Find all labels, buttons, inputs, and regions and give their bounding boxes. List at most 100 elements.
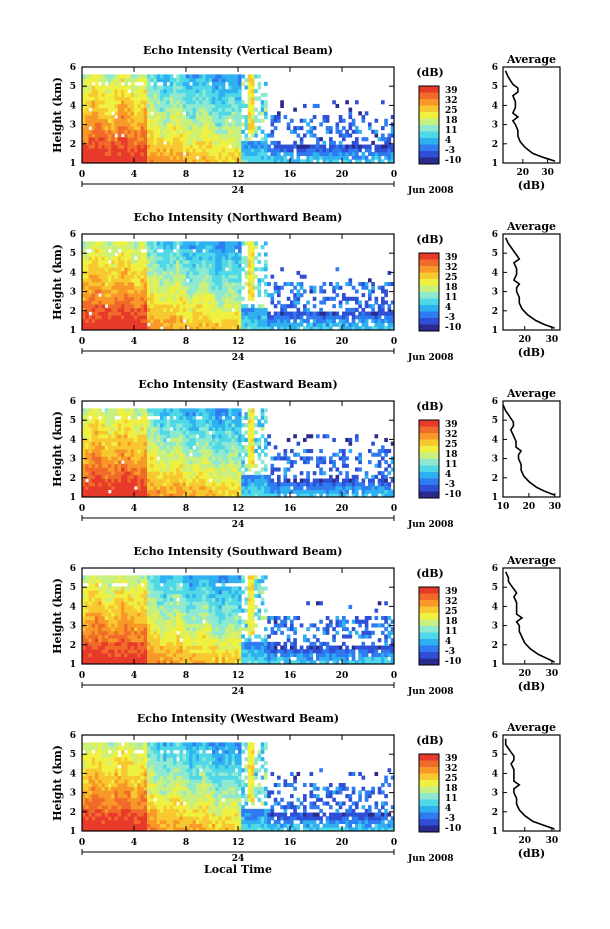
- heatmap-cell: [114, 85, 119, 90]
- heatmap-cell: [82, 111, 86, 116]
- heatmap-cell: [199, 159, 203, 164]
- heatmap-cell: [192, 96, 197, 101]
- heatmap-cell: [247, 482, 252, 487]
- heatmap-cell: [153, 111, 158, 116]
- heatmap-cell: [124, 267, 128, 272]
- heatmap-cell: [82, 85, 86, 90]
- heatmap-cell: [221, 274, 226, 279]
- heatmap-cell: [179, 245, 184, 250]
- heatmap-cell: [208, 74, 213, 79]
- heatmap-cell: [117, 133, 122, 138]
- heatmap-cell: [114, 423, 119, 428]
- heatmap-cell: [121, 96, 125, 101]
- heatmap-cell: [309, 326, 314, 331]
- heatmap-cell: [163, 259, 167, 264]
- heatmap-cell: [221, 408, 226, 413]
- heatmap-cell: [121, 74, 125, 79]
- heatmap-cell: [173, 103, 177, 109]
- heatmap-cell: [176, 408, 180, 413]
- heatmap-cell: [283, 159, 288, 164]
- heatmap-cell: [114, 489, 119, 494]
- heatmap-cell: [299, 471, 304, 476]
- heatmap-cell: [215, 245, 219, 250]
- heatmap-cell: [299, 137, 304, 142]
- heatmap-cell: [231, 155, 236, 160]
- heatmap-cell: [332, 315, 336, 320]
- colorbar-swatch: [419, 116, 439, 119]
- heatmap-cell: [111, 493, 115, 498]
- heatmap-cell: [147, 449, 151, 454]
- y-tick-label: 6: [70, 230, 76, 240]
- heatmap-cell: [215, 311, 219, 316]
- heatmap-cell: [134, 133, 138, 138]
- heatmap-cell: [264, 485, 268, 491]
- heatmap-cell: [234, 133, 239, 138]
- heatmap-cell: [293, 489, 297, 494]
- heatmap-cell: [225, 133, 229, 138]
- heatmap-cell: [195, 474, 200, 479]
- heatmap-cell: [371, 129, 375, 134]
- heatmap-cell: [85, 493, 89, 498]
- heatmap-cell: [166, 311, 171, 316]
- heatmap-cell: [358, 311, 362, 316]
- heatmap-cell: [277, 318, 281, 324]
- heatmap-cell: [117, 445, 122, 450]
- heatmap-cell: [130, 263, 135, 268]
- heatmap-cell: [182, 89, 187, 94]
- heatmap-cell: [166, 103, 171, 109]
- heatmap-cell: [186, 289, 190, 294]
- heatmap-cell: [98, 85, 102, 90]
- heatmap-cell: [104, 89, 109, 94]
- heatmap-cell: [140, 122, 145, 127]
- heatmap-cell: [114, 452, 119, 457]
- average-x-label: (dB): [518, 346, 545, 359]
- heatmap-cell: [130, 137, 135, 142]
- heatmap-cell: [130, 445, 135, 450]
- heatmap-cell: [160, 460, 164, 465]
- heatmap-cell: [124, 259, 128, 264]
- heatmap-cell: [277, 311, 281, 316]
- heatmap-cell: [238, 111, 242, 116]
- heatmap-cell: [312, 148, 317, 153]
- heatmap-cell: [98, 456, 102, 461]
- heatmap-cell: [166, 74, 171, 79]
- heatmap-cell: [299, 282, 304, 287]
- heatmap-cell: [130, 408, 135, 413]
- heatmap-cell: [364, 489, 369, 494]
- heatmap-cell: [104, 437, 109, 443]
- heatmap-cell: [95, 437, 99, 443]
- heatmap-cell: [199, 460, 203, 465]
- heatmap-cell: [192, 412, 197, 417]
- heatmap-cell: [143, 263, 148, 268]
- heatmap-cell: [173, 489, 177, 494]
- heatmap-cell: [195, 489, 200, 494]
- heatmap-cell: [150, 441, 154, 446]
- heatmap-cell: [260, 278, 265, 283]
- heatmap-cell: [202, 159, 206, 164]
- heatmap-cell: [173, 471, 177, 476]
- heatmap-cell: [111, 434, 115, 439]
- heatmap-cell: [166, 423, 171, 428]
- heatmap-cell: [205, 100, 210, 105]
- heatmap-cell: [137, 434, 141, 439]
- heatmap-cell: [182, 474, 187, 479]
- heatmap-cell: [251, 474, 255, 479]
- heatmap-cell: [355, 493, 359, 498]
- heatmap-cell: [85, 278, 89, 283]
- heatmap-cell: [208, 311, 213, 316]
- heatmap-cell: [296, 126, 301, 131]
- heatmap-cell: [82, 78, 86, 83]
- heatmap-cell: [147, 412, 151, 417]
- heatmap-cell: [95, 460, 99, 465]
- heatmap-cell: [228, 133, 232, 138]
- heatmap-cell: [199, 456, 203, 461]
- heatmap-cell: [212, 408, 216, 413]
- heatmap-cell: [215, 111, 219, 116]
- heatmap-cell: [332, 322, 336, 327]
- heatmap-cell: [368, 478, 372, 483]
- heatmap-cell: [98, 437, 102, 443]
- heatmap-cell: [303, 326, 307, 331]
- heatmap-cell: [127, 296, 132, 301]
- heatmap-cell: [137, 296, 141, 301]
- heatmap-cell: [251, 304, 255, 309]
